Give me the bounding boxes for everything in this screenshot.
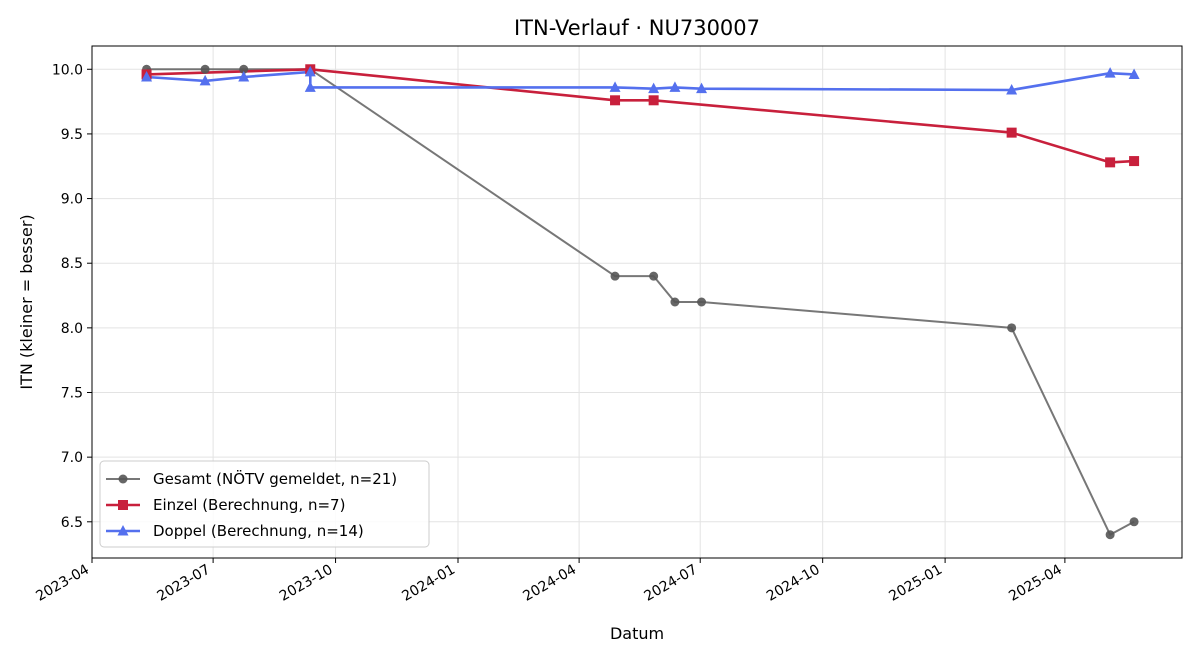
- data-point-triangle: [696, 82, 708, 94]
- data-point-square: [610, 95, 621, 106]
- data-point-triangle: [304, 65, 316, 77]
- data-point-circle: [239, 64, 249, 74]
- x-tick-label: 2025-01: [886, 562, 945, 605]
- x-tick-label: 2023-07: [154, 562, 213, 605]
- x-tick-label: 2024-01: [399, 562, 458, 605]
- series-line-triangle: [146, 70, 1135, 92]
- data-point-triangle: [648, 82, 660, 94]
- x-tick-label: 2023-04: [33, 562, 92, 605]
- data-point-square: [648, 95, 659, 106]
- legend: Gesamt (NÖTV gemeldet, n=21) Einzel (Bere…: [99, 460, 430, 548]
- y-tick-label: 6.5: [61, 515, 83, 531]
- data-point-square: [1006, 127, 1017, 138]
- legend-marker-triangle: [117, 525, 129, 536]
- y-axis-label: ITN (kleiner = besser): [17, 214, 36, 389]
- series-markers: [141, 64, 1140, 540]
- y-tick-label: 7.0: [61, 450, 83, 466]
- data-point-triangle: [141, 71, 153, 82]
- y-tick-label: 10.0: [52, 62, 83, 78]
- legend-label: Gesamt (NÖTV gemeldet, n=21): [153, 469, 397, 488]
- data-point-triangle: [1128, 68, 1140, 79]
- data-point-circle: [200, 64, 210, 74]
- legend-label: Doppel (Berechnung, n=14): [153, 522, 364, 540]
- data-point-triangle: [1006, 83, 1018, 95]
- data-point-triangle: [669, 81, 681, 92]
- data-point-circle: [610, 271, 620, 281]
- data-point-triangle: [1104, 67, 1116, 78]
- legend-marker-circle: [118, 474, 128, 484]
- data-point-square: [1129, 156, 1140, 167]
- y-tick-label: 9.5: [61, 127, 83, 143]
- y-tick-label: 8.0: [61, 321, 83, 337]
- data-point-circle: [1007, 323, 1017, 333]
- legend-marker-square: [118, 500, 128, 510]
- x-tick-label: 2023-10: [277, 562, 336, 605]
- data-point-circle: [649, 271, 659, 281]
- x-axis-label: Datum: [610, 624, 664, 643]
- x-tick-label: 2024-07: [642, 562, 701, 605]
- data-point-triangle: [199, 74, 211, 86]
- data-point-circle: [1129, 517, 1139, 527]
- x-tick-label: 2025-04: [1006, 562, 1065, 605]
- series-line-square: [146, 68, 1135, 164]
- data-point-triangle: [304, 81, 316, 92]
- data-point-triangle: [238, 71, 250, 82]
- data-point-triangle: [609, 81, 621, 92]
- data-point-square: [1105, 157, 1116, 168]
- y-tick-label: 8.5: [61, 256, 83, 272]
- data-point-circle: [670, 297, 680, 307]
- x-tick-label: 2024-10: [764, 562, 823, 605]
- plot-frame: [91, 45, 1183, 559]
- x-tick-label: 2024-04: [520, 562, 579, 605]
- y-tick-label: 7.5: [61, 386, 83, 402]
- data-point-circle: [1105, 530, 1115, 540]
- chart-title: ITN-Verlauf · NU730007: [514, 16, 760, 40]
- y-tick-label: 9.0: [61, 192, 83, 208]
- legend-box: [99, 460, 430, 548]
- legend-label: Einzel (Berechnung, n=7): [153, 496, 345, 514]
- data-point-circle: [697, 297, 707, 307]
